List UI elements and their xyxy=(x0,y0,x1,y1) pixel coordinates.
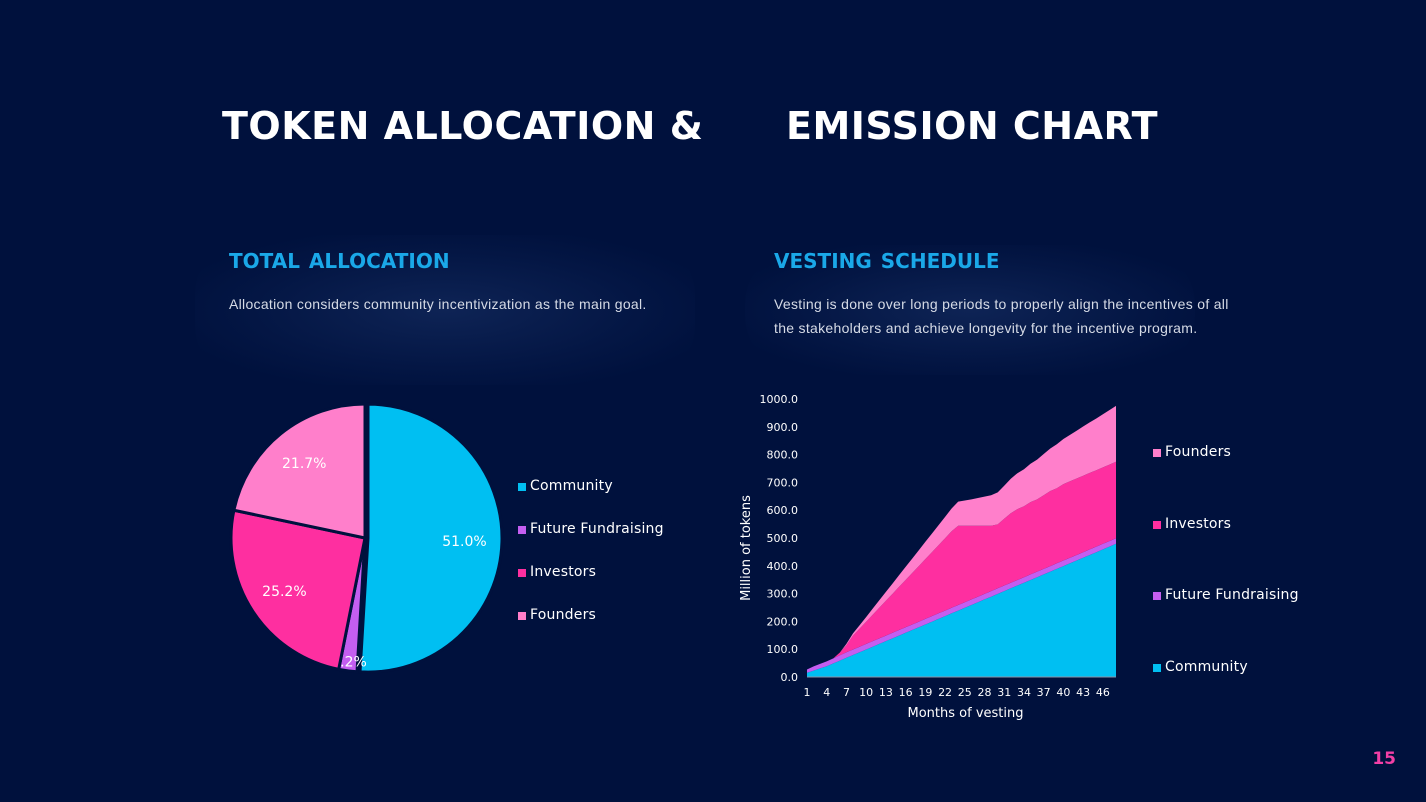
legend-swatch xyxy=(1153,592,1161,600)
x-tick-label: 25 xyxy=(958,686,972,699)
legend-label: Future Fundraising xyxy=(530,521,664,537)
allocation-pie-chart: 51.0%2.2%25.2%21.7% xyxy=(229,402,504,674)
y-tick-label: 900.0 xyxy=(767,421,799,434)
y-tick-label: 100.0 xyxy=(767,643,799,656)
area-legend-item-community: Community xyxy=(1153,659,1299,731)
allocation-heading: TOTAL ALLOCATION xyxy=(229,249,450,273)
legend-swatch xyxy=(1153,520,1161,529)
slide-title-left: TOKEN ALLOCATION & xyxy=(222,104,704,148)
pie-legend-item-community: Community xyxy=(518,478,664,521)
area-series-investors xyxy=(807,461,1116,670)
pie-legend-item-founders: Founders xyxy=(518,607,664,650)
x-tick-label: 4 xyxy=(823,686,830,699)
x-tick-label: 22 xyxy=(938,686,952,699)
area-series-founders xyxy=(807,405,1116,670)
y-tick-label: 1000.0 xyxy=(760,393,799,406)
vesting-area-legend: Founders Investors Future Fundraising Commu… xyxy=(1153,444,1299,730)
area-legend-item-founders: Founders xyxy=(1153,444,1299,516)
legend-swatch xyxy=(1153,449,1161,457)
area-series-future-fundraising xyxy=(807,538,1116,673)
legend-label: Investors xyxy=(1165,515,1232,532)
legend-swatch xyxy=(518,612,526,620)
x-tick-label: 37 xyxy=(1037,686,1051,699)
pie-legend-item-future-fundraising: Future Fundraising xyxy=(518,521,664,564)
x-axis-title: Months of vesting xyxy=(908,706,1024,721)
y-tick-label: 0.0 xyxy=(781,671,799,684)
allocation-description: Allocation considers community incentivi… xyxy=(229,296,647,312)
legend-swatch xyxy=(1153,663,1161,672)
x-tick-label: 7 xyxy=(843,686,850,699)
y-tick-label: 600.0 xyxy=(767,504,799,517)
legend-swatch xyxy=(518,483,526,491)
y-tick-label: 400.0 xyxy=(767,560,799,573)
x-tick-label: 31 xyxy=(997,686,1011,699)
legend-swatch xyxy=(518,526,526,534)
pie-data-label-founders: 21.7% xyxy=(282,456,326,472)
y-tick-label: 300.0 xyxy=(767,588,799,601)
area-series-community xyxy=(807,543,1116,677)
page-number: 15 xyxy=(1372,749,1396,769)
allocation-backdrop xyxy=(195,235,695,385)
area-legend-item-investors: Investors xyxy=(1153,516,1299,588)
y-tick-label: 800.0 xyxy=(767,449,799,462)
y-axis-title: Million of tokens xyxy=(739,495,754,601)
x-tick-label: 43 xyxy=(1076,686,1090,699)
legend-swatch xyxy=(518,569,526,577)
legend-label: Community xyxy=(530,478,613,494)
y-tick-label: 500.0 xyxy=(767,532,799,545)
pie-slice-community xyxy=(358,402,504,674)
vesting-heading: VESTING SCHEDULE xyxy=(774,249,1000,273)
pie-slice-investors xyxy=(229,508,367,672)
x-tick-label: 19 xyxy=(918,686,932,699)
legend-label: Community xyxy=(1165,658,1248,675)
y-tick-label: 200.0 xyxy=(767,615,799,628)
legend-label: Founders xyxy=(530,607,597,623)
x-tick-label: 10 xyxy=(859,686,873,699)
x-tick-label: 16 xyxy=(899,686,913,699)
pie-data-label-investors: 25.2% xyxy=(262,584,306,600)
pie-data-label-community: 51.0% xyxy=(442,534,486,550)
allocation-pie-legend: Community Future Fundraising Investors Foun… xyxy=(518,478,664,650)
vesting-backdrop xyxy=(745,245,1195,375)
x-tick-label: 34 xyxy=(1017,686,1031,699)
area-legend-item-future-fundraising: Future Fundraising xyxy=(1153,587,1299,659)
x-tick-label: 46 xyxy=(1096,686,1110,699)
pie-legend-item-investors: Investors xyxy=(518,564,664,607)
vesting-description: Vesting is done over long periods to pro… xyxy=(774,296,1229,336)
x-tick-label: 40 xyxy=(1056,686,1070,699)
legend-label: Investors xyxy=(530,564,597,580)
pie-slice-founders xyxy=(232,402,367,540)
legend-label: Future Fundraising xyxy=(1165,587,1299,603)
x-tick-label: 28 xyxy=(978,686,992,699)
x-tick-label: 13 xyxy=(879,686,893,699)
legend-label: Founders xyxy=(1165,444,1232,460)
x-tick-label: 1 xyxy=(804,686,811,699)
slide-title-right: EMISSION CHART xyxy=(786,104,1158,148)
vesting-area-chart: 0.0 100.0 200.0 300.0 400.0 500.0 600.0 700.0 80… xyxy=(739,393,1116,721)
y-tick-label: 700.0 xyxy=(767,476,799,489)
